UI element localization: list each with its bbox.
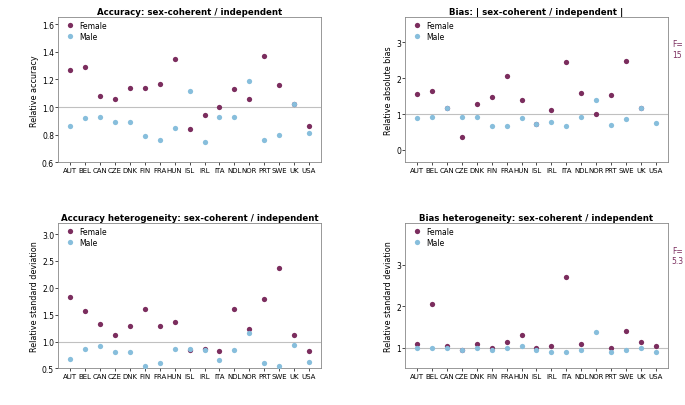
Title: Accuracy heterogeneity: sex-coherent / independent: Accuracy heterogeneity: sex-coherent / i… (61, 213, 319, 222)
Text: F=
5.3: F= 5.3 (672, 246, 684, 265)
Y-axis label: Relative accuracy: Relative accuracy (30, 55, 39, 126)
Legend: Female, Male: Female, Male (60, 21, 109, 43)
Title: Bias: | sex-coherent / independent |: Bias: | sex-coherent / independent | (449, 8, 623, 17)
Title: Bias heterogeneity: sex-coherent / independent: Bias heterogeneity: sex-coherent / indep… (419, 213, 653, 222)
Legend: Female, Male: Female, Male (408, 21, 456, 43)
Y-axis label: Relative standard deviation: Relative standard deviation (30, 241, 39, 352)
Legend: Female, Male: Female, Male (408, 226, 456, 249)
Y-axis label: Relative standard deviation: Relative standard deviation (384, 241, 393, 352)
Y-axis label: Relative absolute bias: Relative absolute bias (384, 47, 393, 135)
Title: Accuracy: sex-coherent / independent: Accuracy: sex-coherent / independent (97, 8, 282, 17)
Legend: Female, Male: Female, Male (60, 226, 109, 249)
Text: F=
15: F= 15 (672, 40, 682, 60)
